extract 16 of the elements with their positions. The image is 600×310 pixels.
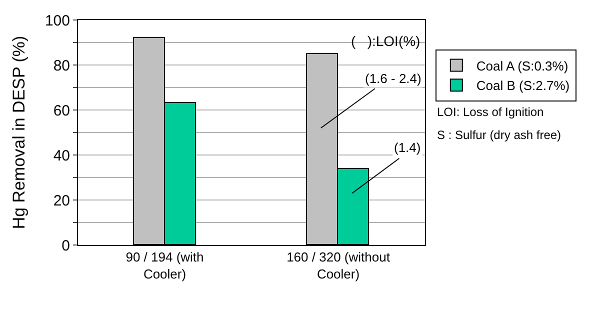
x-tick-label: 90 / 194 (with Cooler): [126, 250, 204, 282]
text: LOI: Loss of Ignition: [437, 105, 544, 119]
y-tick-label: 100: [44, 12, 70, 30]
y-tick-label: 80: [53, 57, 70, 74]
annotation: (1.4): [394, 140, 421, 155]
legend-label: Coal B (S:2.7%): [476, 78, 570, 94]
y-tick-label: 0: [62, 237, 70, 254]
x-tick-label: 160 / 320 (without Cooler): [286, 250, 390, 282]
annotation: (1.6 - 2.4): [365, 71, 422, 86]
text: S : Sulfur (dry ash free): [437, 128, 562, 142]
y-tick-label: 20: [53, 192, 70, 210]
y-tick-label: 40: [53, 147, 70, 164]
y-axis-title: Hg Removal in DESP (%): [10, 36, 29, 230]
legend-label: Coal A (S:0.3%): [476, 58, 568, 74]
annotation: ( ):LOI(%): [351, 33, 420, 49]
y-tick-label: 60: [53, 102, 70, 120]
